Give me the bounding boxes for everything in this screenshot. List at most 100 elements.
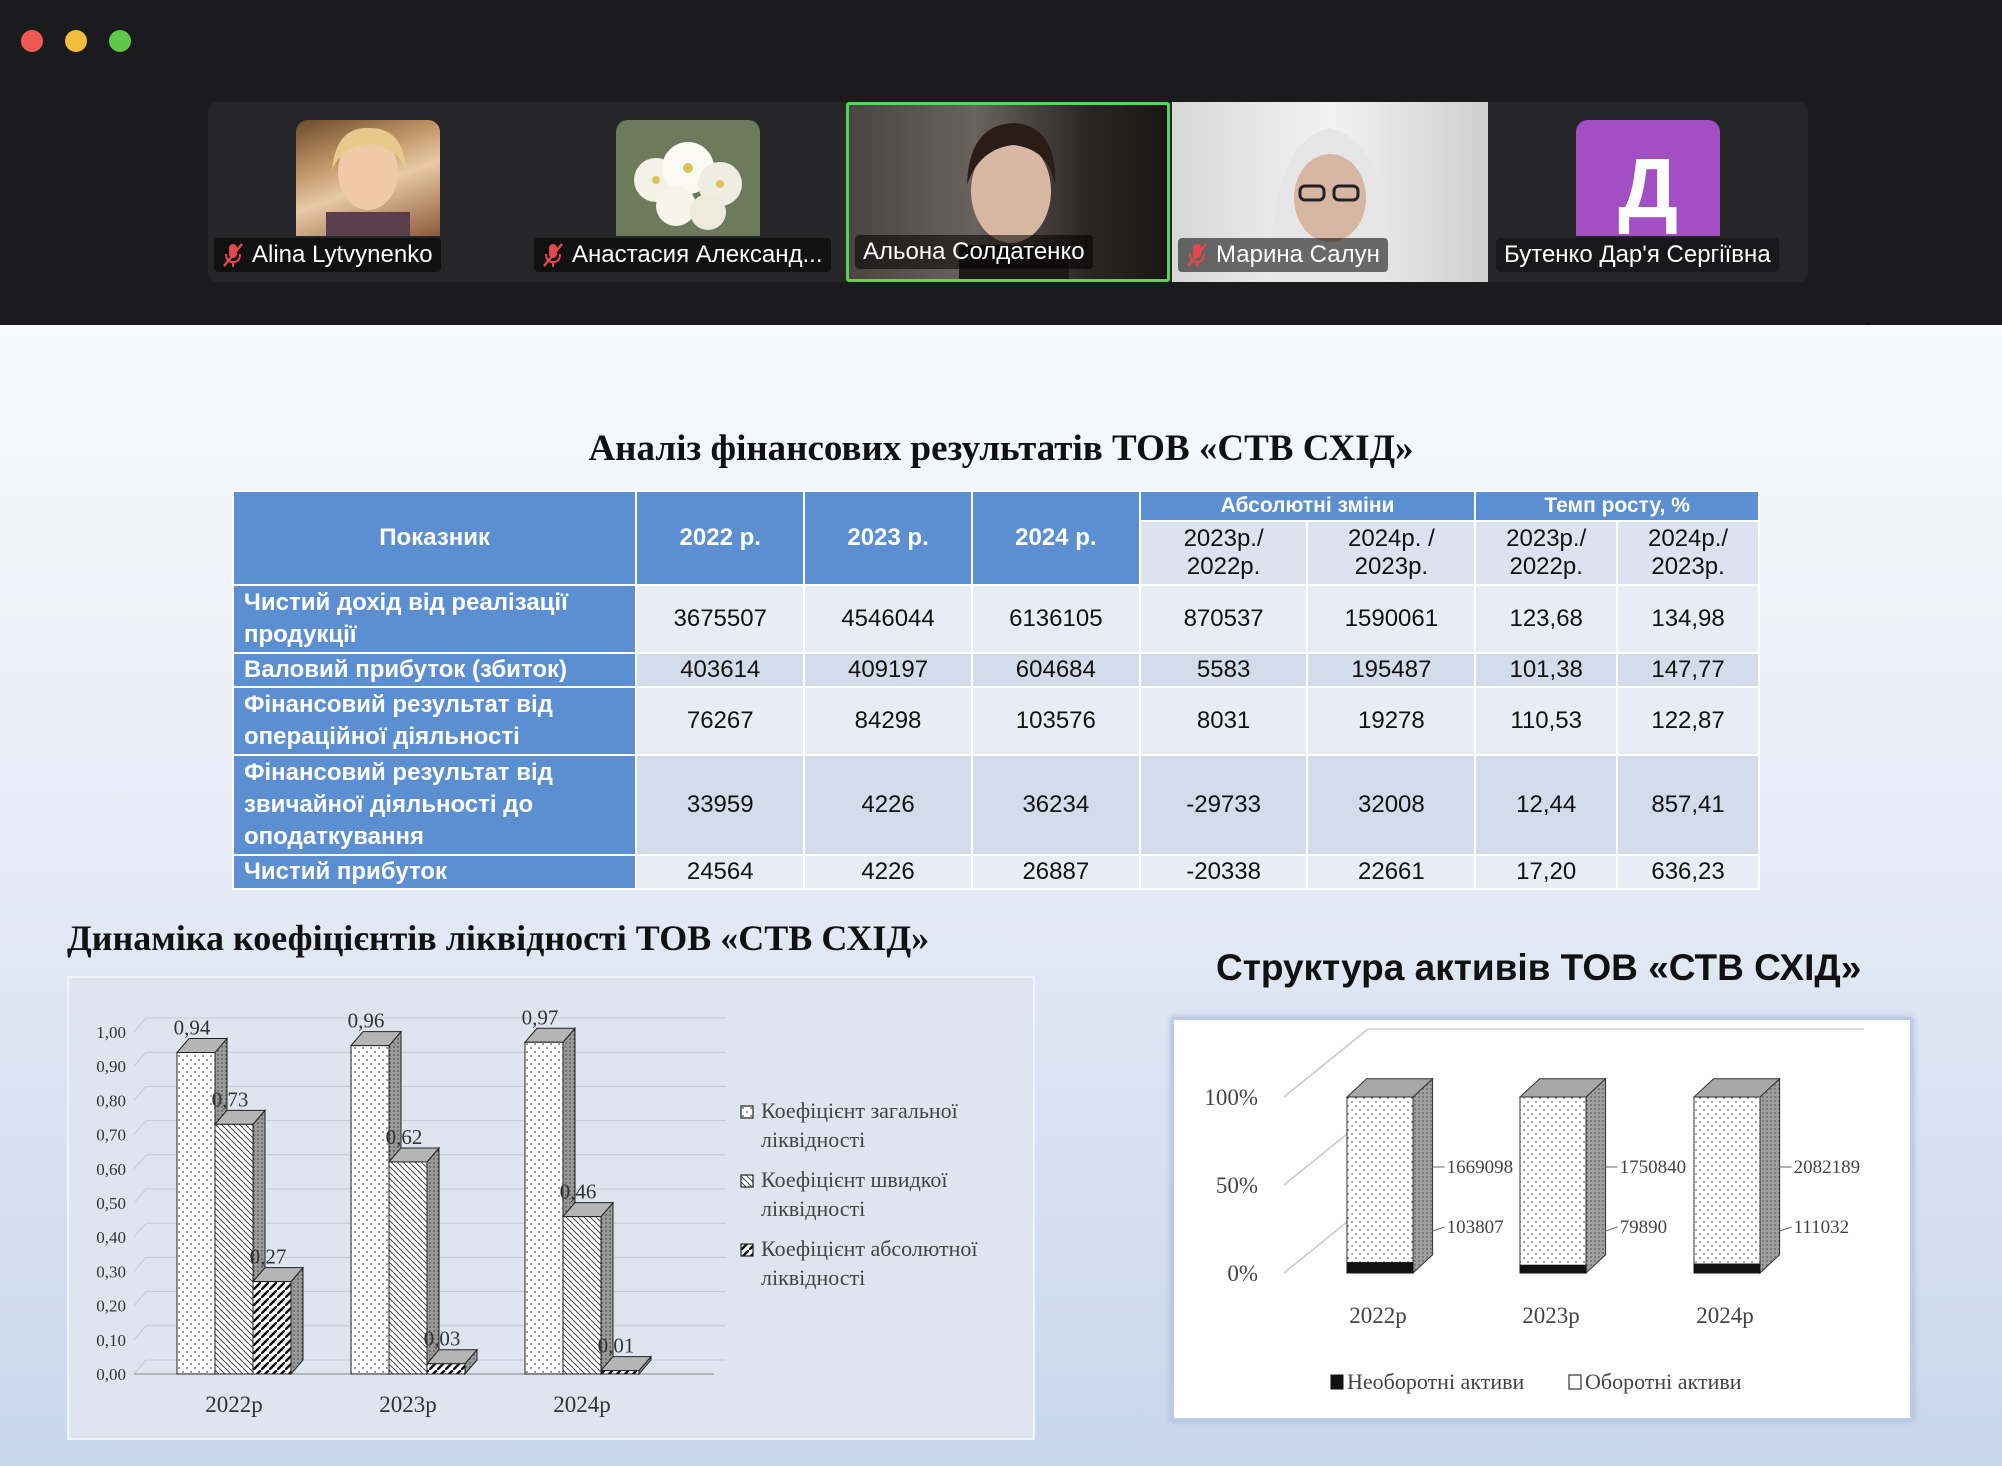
bar [350, 1045, 390, 1375]
leader-line [1605, 1226, 1618, 1232]
row-label: Фінансовий результат від операційної дія… [231, 686, 638, 756]
participant-name-label: Альона Солдатенко [855, 235, 1093, 269]
gridline [133, 1257, 147, 1272]
participant-tile[interactable]: Alina Lytvynenko [208, 102, 526, 282]
table-cell: 22661 [1306, 854, 1477, 890]
table-cell: 36234 [970, 754, 1141, 856]
portrait-image [326, 127, 410, 236]
legend-swatch [740, 1174, 754, 1188]
table-cell: 24564 [635, 854, 806, 890]
y-tick-label: 0,30 [96, 1262, 126, 1281]
y-tick-label: 100% [1204, 1085, 1258, 1110]
liquidity-chart: 0,00 0,10 0,20 0,30 0,40 0,50 0,60 0,70 0,80 0,90… [96, 1005, 978, 1417]
bar [426, 1363, 466, 1375]
table-cell: 604684 [970, 652, 1141, 688]
table-cell: 147,77 [1616, 652, 1760, 688]
table-cell: 12,44 [1474, 754, 1619, 856]
header-2024: 2024 р. [970, 490, 1141, 586]
table-row: Фінансовий результат від звичайної діяль… [231, 754, 1760, 856]
participant-initial-avatar: Д [1576, 120, 1720, 236]
y-tick-label: 0,70 [96, 1126, 126, 1145]
bar [562, 1216, 602, 1375]
data-label: 103807 [1447, 1217, 1504, 1238]
x-tick-label: 2022р [205, 1392, 263, 1417]
legend-label: Необоротні активи [1347, 1369, 1524, 1394]
bar-segment-noncurrent [1519, 1264, 1587, 1274]
table-cell: 19278 [1306, 686, 1477, 756]
x-tick-label: 2023р [1522, 1303, 1580, 1328]
data-label: 0,94 [174, 1016, 211, 1040]
table-cell: 134,98 [1616, 584, 1760, 654]
bar [214, 1123, 254, 1375]
table-cell: 4226 [803, 854, 973, 890]
table-cell: 195487 [1306, 652, 1477, 688]
participant-name-label: Марина Салун [1178, 238, 1388, 272]
table-cell: 6136105 [970, 584, 1141, 654]
participant-tile[interactable]: Д Бутенко Дар'я Сергіївна [1490, 102, 1808, 282]
zoom-window-button[interactable] [109, 30, 131, 52]
y-tick-label: 0,50 [96, 1194, 126, 1213]
data-label: 0,73 [212, 1087, 249, 1111]
bar-segment-current [1346, 1096, 1414, 1264]
header-sub: 2023р./2022р. [1474, 520, 1619, 586]
legend-label: Коефіцієнт абсолютної [761, 1236, 978, 1261]
leader-line [1779, 1226, 1792, 1232]
table-cell: 101,38 [1474, 652, 1619, 688]
participant-name-label: Alina Lytvynenko [214, 238, 441, 272]
y-tick-label: 0,80 [96, 1091, 126, 1110]
table-cell: 110,53 [1474, 686, 1619, 756]
table-cell: 123,68 [1474, 584, 1619, 654]
header-sub: 2024р. /2023р. [1306, 520, 1477, 586]
participant-tile-active-speaker[interactable]: Альона Солдатенко [846, 102, 1170, 282]
data-label: 111032 [1794, 1217, 1850, 1238]
table-row: Валовий прибуток (збиток) 403614 409197 … [231, 652, 1760, 688]
avatar-initial: Д [1618, 140, 1678, 235]
legend-label: ліквідності [761, 1127, 865, 1152]
legend-label: ліквідності [761, 1196, 865, 1221]
bar-segment-noncurrent [1346, 1262, 1414, 1274]
mic-muted-icon [222, 242, 244, 268]
table-cell: 76267 [635, 686, 806, 756]
table-cell: 33959 [635, 754, 806, 856]
gridline [133, 1120, 147, 1135]
header-growth-rate: Темп росту, % [1474, 490, 1760, 522]
bar [524, 1041, 564, 1375]
bar-segment-current [1693, 1096, 1761, 1265]
liquidity-chart-panel: 0,00 0,10 0,20 0,30 0,40 0,50 0,60 0,70 0,80 0,90… [67, 976, 1035, 1440]
x-tick-label: 2023р [379, 1392, 437, 1417]
table-cell: 1590061 [1306, 584, 1477, 654]
row-label: Чистий прибуток [231, 854, 638, 890]
y-tick-label: 50% [1216, 1173, 1258, 1198]
participant-name-label: Бутенко Дар'я Сергіївна [1496, 238, 1779, 272]
close-window-button[interactable] [21, 30, 43, 52]
table-cell: 26887 [970, 854, 1141, 890]
header-2023: 2023 р. [803, 490, 973, 586]
liquidity-chart-title: Динаміка коефіцієнтів ліквідності ТОВ «С… [67, 918, 930, 958]
table-row: Чистий прибуток 24564 4226 26887 -20338 … [231, 854, 1760, 890]
legend-label: Коефіцієнт швидкої [761, 1167, 948, 1192]
gridline [133, 1359, 147, 1375]
gridline [133, 1051, 147, 1067]
table-cell: 103576 [970, 686, 1141, 756]
legend-swatch [1330, 1374, 1344, 1390]
table-cell: 409197 [803, 652, 973, 688]
bar [176, 1052, 216, 1375]
financial-results-table: Показник 2022 р. 2023 р. 2024 р. Абсолют… [231, 490, 1760, 890]
x-tick-label: 2024р [553, 1392, 611, 1417]
participant-tile[interactable]: Марина Салун [1172, 102, 1488, 282]
y-tick-label: 0,60 [96, 1160, 126, 1179]
gridline [133, 1086, 147, 1101]
legend-label: Оборотні активи [1585, 1369, 1742, 1394]
participant-tile[interactable]: Анастасия Александ... [528, 102, 846, 282]
data-label: 0,27 [250, 1245, 287, 1269]
bar-side [1412, 1077, 1434, 1275]
minimize-window-button[interactable] [65, 30, 87, 52]
y-tick-label: 0,40 [96, 1228, 126, 1247]
flowers-image [634, 142, 742, 230]
bar-segment-noncurrent [1693, 1263, 1761, 1274]
bar-side [290, 1266, 304, 1376]
table-cell: 17,20 [1474, 854, 1619, 890]
row-label: Валовий прибуток (збиток) [231, 652, 638, 688]
bar [600, 1370, 640, 1375]
bar [252, 1281, 292, 1375]
